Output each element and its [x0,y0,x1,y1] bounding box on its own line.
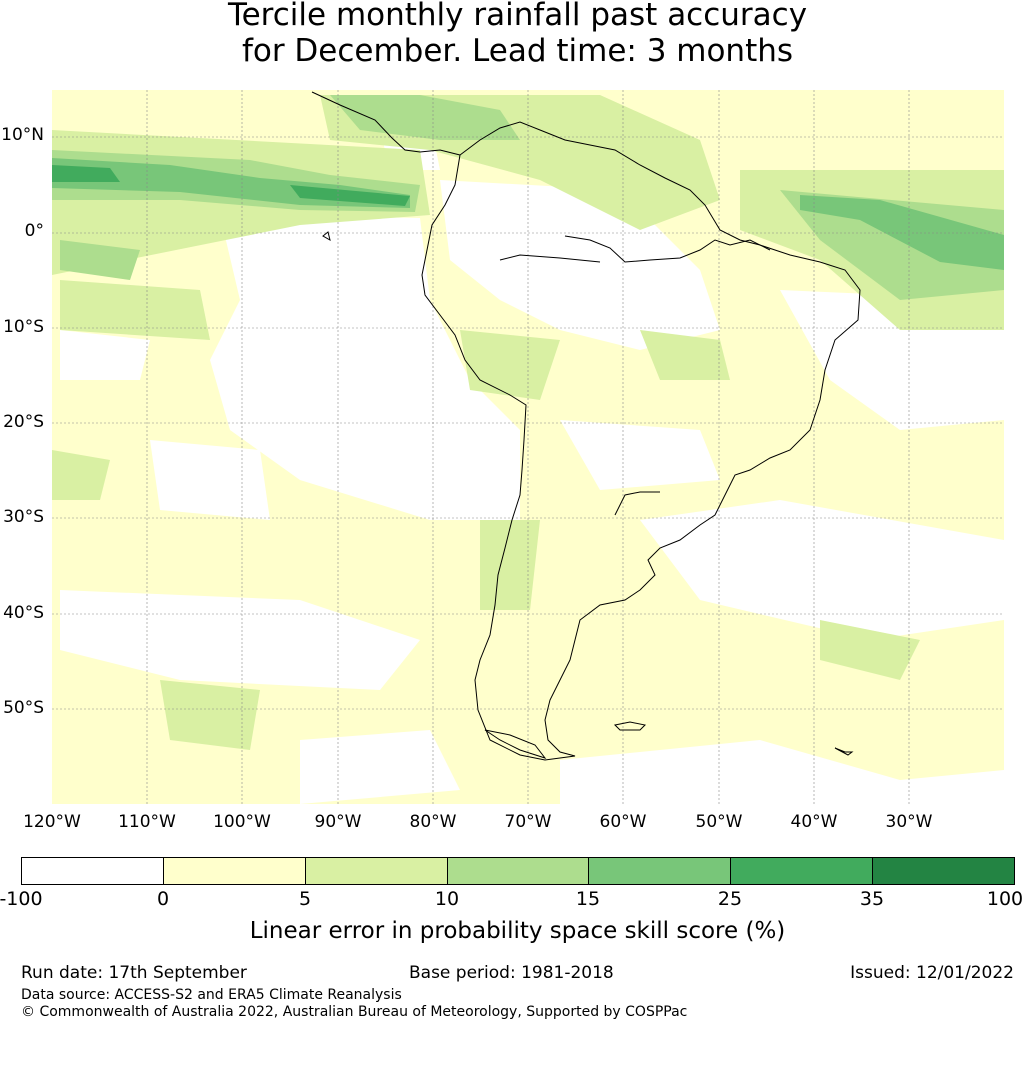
run-date: Run date: 17th September [21,963,247,983]
core-patch-north-pacific [52,165,120,182]
colorbar-tick: -100 [0,888,43,910]
south-america-coast [421,121,861,761]
lat-label-20s: 20°S [3,412,44,432]
copyright: © Commonwealth of Australia 2022, Austra… [21,1004,688,1020]
colorbar-tick: 10 [434,888,460,910]
lat-label-10n: 10°N [1,125,44,145]
colorbar-segment [305,858,448,884]
white-patch-south-pacific-1 [150,440,270,520]
central-america-coast [311,91,461,156]
amazon-river [564,235,771,263]
lat-label-30s: 30°S [3,507,44,527]
colorbar [21,857,1015,885]
lon-label-110w: 110°W [118,812,176,832]
lon-label-60w: 60°W [599,812,647,832]
lon-label-100w: 100°W [213,812,271,832]
skill-25-35-patches [52,165,410,206]
colorbar-tick: 15 [575,888,601,910]
colorbar-tick: 100 [986,888,1024,910]
lat-label-0: 0° [24,221,44,241]
chart-title-line-1: Tercile monthly rainfall past accuracy [227,0,808,33]
south-georgia [834,747,854,756]
white-patch-equatorial-pacific [210,215,520,520]
green-patch-southwest [160,680,260,750]
colorbar-segment [447,858,590,884]
lon-label-90w: 90°W [314,812,362,832]
white-patch-southwest [300,730,460,804]
lon-label-50w: 50°W [695,812,743,832]
colorbar-segment [589,858,732,884]
lat-label-10s: 10°S [3,317,44,337]
green-patch-south-atlantic [820,620,920,680]
white-patch-southern-ocean [560,740,1004,804]
data-source: Data source: ACCESS-S2 and ERA5 Climate … [21,987,402,1003]
lon-label-30w: 30°W [885,812,933,832]
colorbar-tick: 25 [717,888,743,910]
amazon-river-tributary [499,254,601,263]
mid-patch-caribbean [330,95,520,140]
lat-label-40s: 40°S [3,603,44,623]
colorbar-tick: 0 [156,888,170,910]
skill-score-map [52,90,1004,804]
green-patch-west-1 [60,280,210,340]
white-patch-south-atlantic-2 [640,500,1004,640]
lon-label-70w: 70°W [504,812,552,832]
lon-label-40w: 40°W [790,812,838,832]
mid-patch-atlantic [780,190,1004,300]
colorbar-segment [731,858,874,884]
colorbar-segment [873,858,1015,884]
mid-patch-west [60,240,140,280]
core-patch-pacific-east [290,185,410,206]
white-patch-south-pacific-2 [60,590,420,690]
green-patch-patagonia [480,520,540,610]
lat-label-50s: 50°S [3,698,44,718]
tierra-del-fuego [484,729,547,759]
colorbar-segment [22,858,164,884]
white-patch-west [60,330,150,380]
colorbar-tick: 35 [859,888,885,910]
graticule [52,90,1004,804]
base-period: Base period: 1981-2018 [409,963,614,983]
lon-label-80w: 80°W [409,812,457,832]
galapagos-islands [322,231,331,242]
chart-title-line-2: for December. Lead time: 3 months [241,33,794,69]
falkland-islands [613,721,647,731]
issued-date: Issued: 12/01/2022 [850,963,1014,983]
green-patch-west-2 [52,450,110,500]
white-patch-central [560,420,720,490]
colorbar-tick: 5 [298,888,312,910]
coastline [311,91,861,761]
band-patch-atlantic [800,195,1004,270]
river-plate [614,491,660,516]
lon-label-120w: 120°W [23,812,81,832]
colorbar-segment [163,858,306,884]
colorbar-label: Linear error in probability space skill … [249,918,786,944]
green-patch-central-2 [640,330,730,380]
